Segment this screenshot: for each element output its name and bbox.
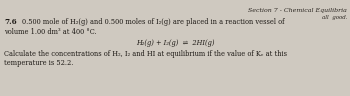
Text: all  good.: all good. bbox=[322, 15, 347, 20]
Text: Section 7 - Chemical Equilibria: Section 7 - Chemical Equilibria bbox=[248, 8, 347, 13]
Text: 7.6: 7.6 bbox=[4, 18, 17, 26]
Text: 0.500 mole of H₂(g) and 0.500 moles of I₂(g) are placed in a reaction vessel of: 0.500 mole of H₂(g) and 0.500 moles of I… bbox=[22, 18, 285, 26]
Text: volume 1.00 dm³ at 400 °C.: volume 1.00 dm³ at 400 °C. bbox=[4, 28, 97, 36]
Text: H₂(g) + I₂(g)  ⇌  2HI(g): H₂(g) + I₂(g) ⇌ 2HI(g) bbox=[136, 39, 214, 47]
Text: Calculate the concentrations of H₂, I₂ and HI at equilibrium if the value of Kₑ : Calculate the concentrations of H₂, I₂ a… bbox=[4, 50, 287, 58]
Text: temperature is 52.2.: temperature is 52.2. bbox=[4, 59, 73, 67]
